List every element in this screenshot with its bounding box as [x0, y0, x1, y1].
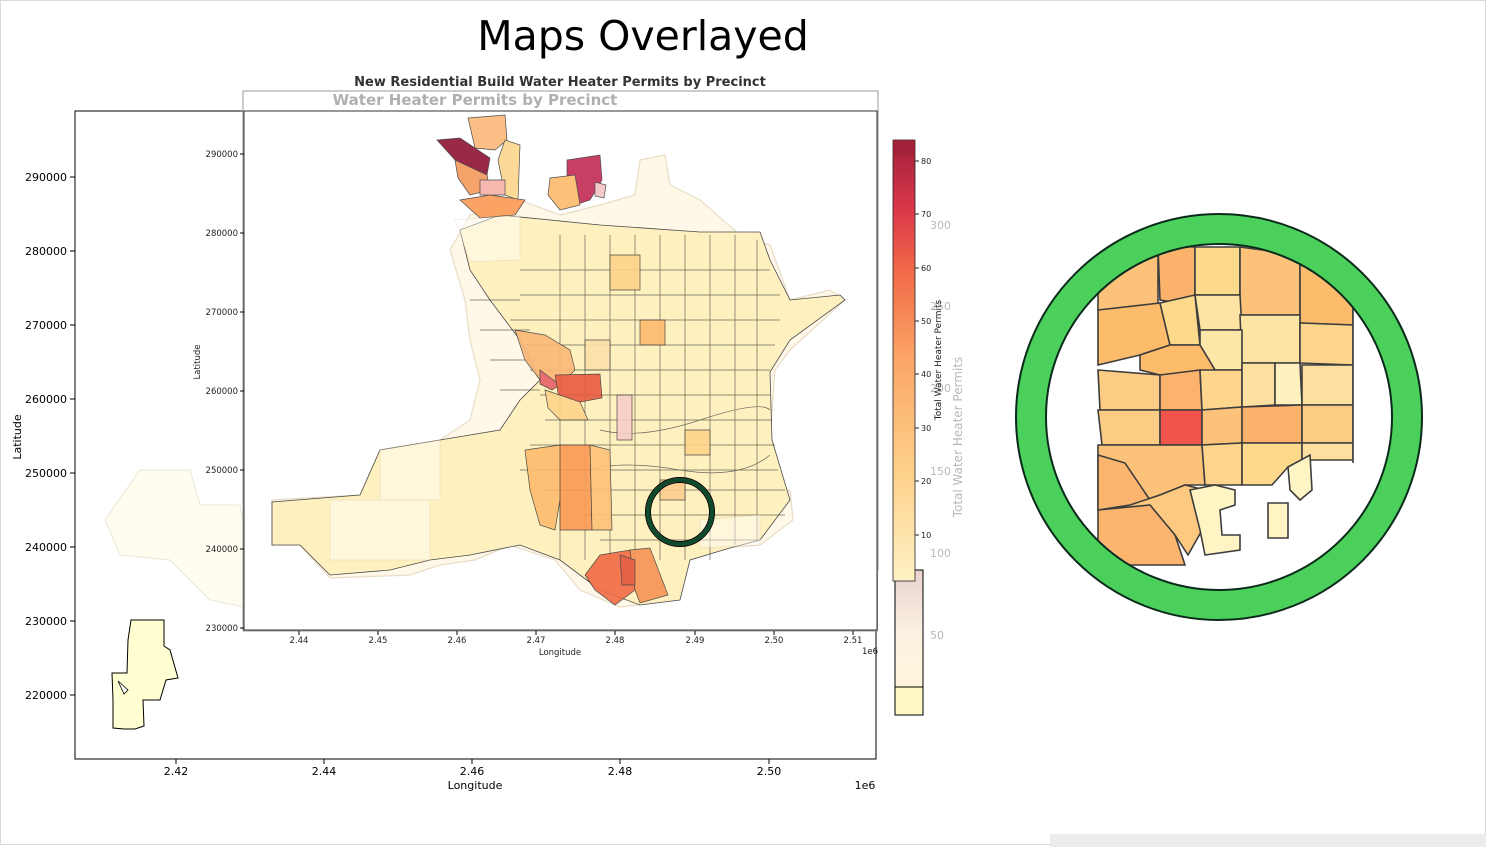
- front-y-tick: 260000: [206, 387, 238, 397]
- front-y-tick: 270000: [206, 308, 238, 318]
- back-x-tick: 2.42: [164, 765, 189, 778]
- front-y-axis: 290000 280000 270000 260000 250000 24000…: [206, 150, 244, 634]
- front-colorbar: 80 70 60 50 40 30 20 10 Total Water Heat…: [878, 139, 944, 688]
- front-x-tick: 2.51: [844, 636, 863, 646]
- front-x-tick: 2.45: [369, 636, 388, 646]
- back-colorbar-tick: 100: [930, 547, 951, 560]
- front-map: New Residential Build Water Heater Permi…: [193, 75, 944, 688]
- back-y-tick: 220000: [25, 689, 67, 702]
- front-x-tick: 2.50: [765, 636, 784, 646]
- back-y-tick: 240000: [25, 541, 67, 554]
- front-x-axis: 2.44 2.45 2.46 2.47 2.48 2.49 2.50 2.51: [290, 631, 863, 646]
- back-colorbar-label: Total Water Heater Permits: [951, 357, 965, 519]
- back-x-offset: 1e6: [855, 779, 876, 792]
- back-y-tick: 270000: [25, 319, 67, 332]
- horizontal-scrollbar[interactable]: [1050, 834, 1486, 847]
- front-y-tick: 230000: [206, 624, 238, 634]
- front-y-tick: 250000: [206, 466, 238, 476]
- front-y-tick: 290000: [206, 150, 238, 160]
- ghost-map-title: Water Heater Permits by Precinct: [333, 91, 618, 109]
- back-x-tick: 2.44: [312, 765, 337, 778]
- front-colorbar-label: Total Water Heater Permits: [934, 299, 944, 421]
- ghost-precincts: [329, 214, 761, 561]
- front-colorbar-tick: 10: [921, 531, 931, 540]
- back-x-label: Longitude: [448, 779, 503, 792]
- front-colorbar-tick: 30: [921, 424, 931, 433]
- front-x-tick: 2.48: [606, 636, 625, 646]
- back-x-tick: 2.50: [757, 765, 782, 778]
- overlayed-maps: 290000 280000 270000 260000 250000 24000…: [11, 75, 965, 792]
- front-colorbar-tick: 70: [921, 210, 931, 219]
- zoom-ring: [1016, 214, 1422, 620]
- back-y-tick: 280000: [25, 245, 67, 258]
- zoomed-precincts: [1047, 245, 1391, 589]
- back-y-tick: 250000: [25, 467, 67, 480]
- front-map-title: New Residential Build Water Heater Permi…: [354, 75, 766, 90]
- back-x-axis: 2.42 2.44 2.46 2.48 2.50: [164, 759, 782, 778]
- slide-title: Maps Overlayed: [477, 12, 809, 60]
- back-y-tick: 230000: [25, 615, 67, 628]
- front-colorbar-tick: 60: [921, 264, 931, 273]
- front-x-tick: 2.47: [527, 636, 546, 646]
- front-y-label: Latitude: [193, 345, 203, 380]
- front-x-offset: 1e6: [862, 647, 878, 657]
- precinct-choropleth: [436, 114, 711, 606]
- back-colorbar-tick: 50: [930, 629, 944, 642]
- back-y-label: Latitude: [11, 414, 24, 460]
- back-colorbar: 300 250 200 150 100 50 Total Water Heate…: [894, 219, 965, 716]
- highlight-circle: [646, 478, 714, 546]
- front-x-label: Longitude: [539, 648, 581, 658]
- back-y-tick: 290000: [25, 171, 67, 184]
- back-y-axis: 290000 280000 270000 260000 250000 24000…: [25, 171, 75, 702]
- back-x-tick: 2.46: [460, 765, 485, 778]
- back-colorbar-tick: 150: [930, 465, 951, 478]
- back-y-tick: 260000: [25, 393, 67, 406]
- front-x-tick: 2.46: [448, 636, 467, 646]
- zoomed-inset: [1015, 213, 1423, 621]
- front-colorbar-tick: 40: [921, 370, 931, 379]
- isolated-precinct: [111, 619, 179, 730]
- front-y-tick: 280000: [206, 229, 238, 239]
- front-y-tick: 240000: [206, 545, 238, 555]
- front-colorbar-tick: 20: [921, 477, 931, 486]
- back-colorbar-tick: 200: [930, 382, 951, 395]
- front-colorbar-tick: 50: [921, 317, 931, 326]
- front-x-tick: 2.44: [290, 636, 309, 646]
- back-colorbar-tick: 250: [930, 300, 951, 313]
- back-x-tick: 2.48: [608, 765, 633, 778]
- front-x-tick: 2.49: [686, 636, 705, 646]
- front-colorbar-tick: 80: [921, 157, 931, 166]
- back-colorbar-tick: 300: [930, 219, 951, 232]
